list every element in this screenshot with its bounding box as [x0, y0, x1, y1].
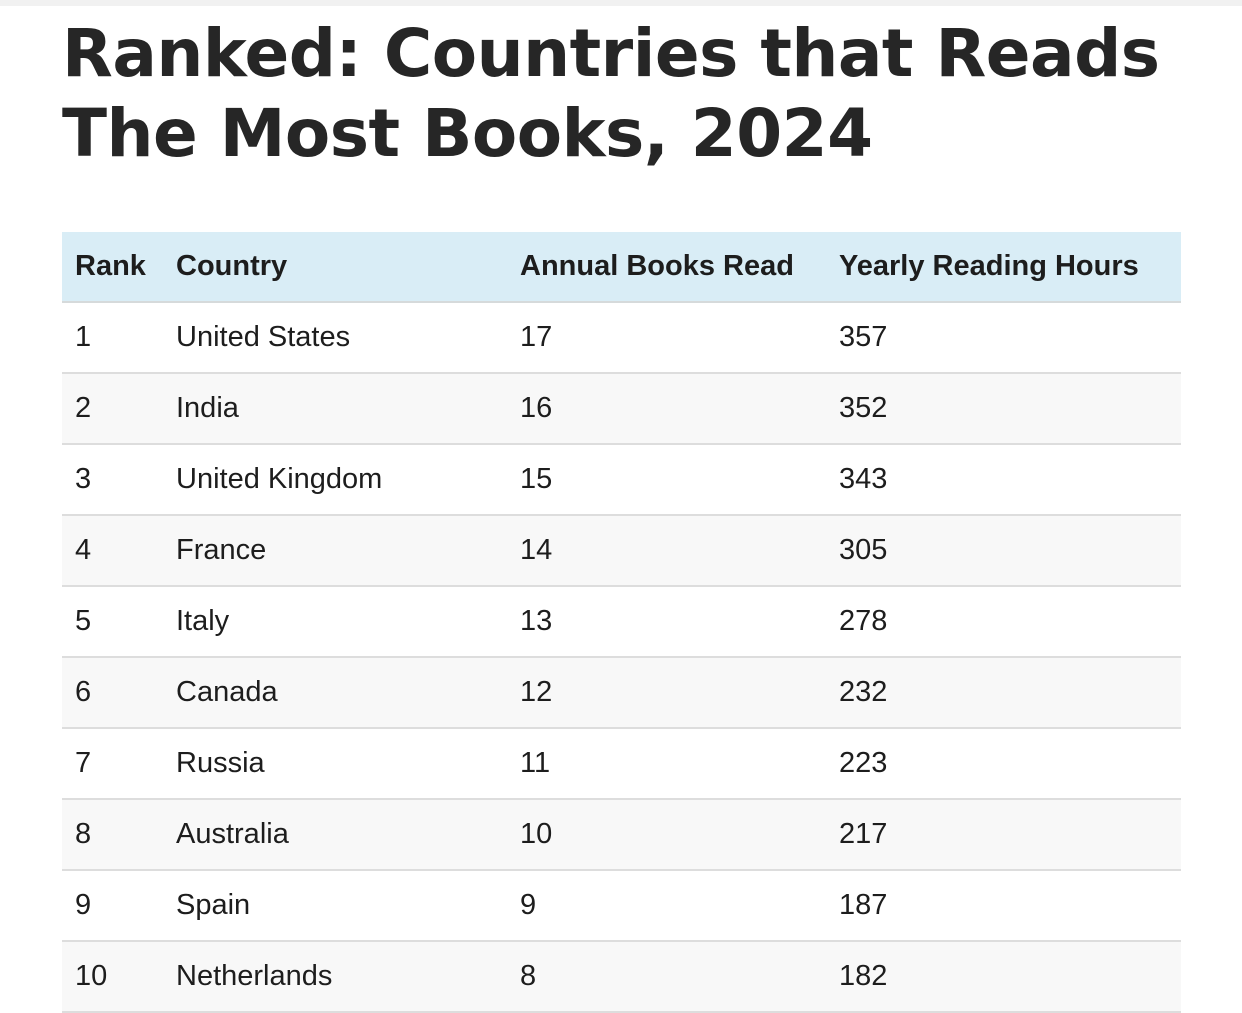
header-row: Rank Country Annual Books Read Yearly Re…: [62, 232, 1181, 303]
table-header: Rank Country Annual Books Read Yearly Re…: [62, 232, 1181, 303]
header-country: Country: [163, 232, 507, 303]
books-cell: 11: [507, 728, 826, 800]
ranking-table: Rank Country Annual Books Read Yearly Re…: [62, 232, 1181, 1013]
country-cell: France: [163, 515, 507, 587]
country-cell: Canada: [163, 657, 507, 729]
country-cell: Netherlands: [163, 941, 507, 1013]
books-cell: 14: [507, 515, 826, 587]
rank-cell: 1: [62, 302, 163, 374]
country-cell: Australia: [163, 799, 507, 871]
rank-cell: 6: [62, 657, 163, 729]
rank-cell: 10: [62, 941, 163, 1013]
header-yearly-reading-hours: Yearly Reading Hours: [826, 232, 1181, 303]
hours-cell: 305: [826, 515, 1181, 587]
table-body: 1 United States 17 357 2 India 16 352 3 …: [62, 302, 1181, 1013]
rank-cell: 5: [62, 586, 163, 658]
hours-cell: 217: [826, 799, 1181, 871]
books-cell: 17: [507, 302, 826, 374]
hours-cell: 357: [826, 302, 1181, 374]
hours-cell: 182: [826, 941, 1181, 1013]
books-cell: 9: [507, 870, 826, 942]
rank-cell: 3: [62, 444, 163, 516]
country-cell: Russia: [163, 728, 507, 800]
table-row: 6 Canada 12 232: [62, 657, 1181, 729]
rank-cell: 2: [62, 373, 163, 445]
table-row: 7 Russia 11 223: [62, 728, 1181, 800]
table-row: 3 United Kingdom 15 343: [62, 444, 1181, 516]
rank-cell: 4: [62, 515, 163, 587]
hours-cell: 343: [826, 444, 1181, 516]
hours-cell: 278: [826, 586, 1181, 658]
rank-cell: 7: [62, 728, 163, 800]
hours-cell: 223: [826, 728, 1181, 800]
books-cell: 13: [507, 586, 826, 658]
country-cell: United Kingdom: [163, 444, 507, 516]
table-row: 4 France 14 305: [62, 515, 1181, 587]
table-row: 5 Italy 13 278: [62, 586, 1181, 658]
hours-cell: 232: [826, 657, 1181, 729]
country-cell: Italy: [163, 586, 507, 658]
page-title: Ranked: Countries that Reads The Most Bo…: [62, 15, 1160, 172]
country-cell: United States: [163, 302, 507, 374]
books-cell: 15: [507, 444, 826, 516]
books-cell: 10: [507, 799, 826, 871]
books-cell: 16: [507, 373, 826, 445]
country-cell: Spain: [163, 870, 507, 942]
table-row: 10 Netherlands 8 182: [62, 941, 1181, 1013]
header-rank: Rank: [62, 232, 163, 303]
table-row: 8 Australia 10 217: [62, 799, 1181, 871]
books-cell: 12: [507, 657, 826, 729]
books-cell: 8: [507, 941, 826, 1013]
header-annual-books-read: Annual Books Read: [507, 232, 826, 303]
table-row: 9 Spain 9 187: [62, 870, 1181, 942]
hours-cell: 352: [826, 373, 1181, 445]
top-divider: [0, 0, 1242, 6]
hours-cell: 187: [826, 870, 1181, 942]
rank-cell: 9: [62, 870, 163, 942]
rank-cell: 8: [62, 799, 163, 871]
table-row: 1 United States 17 357: [62, 302, 1181, 374]
country-cell: India: [163, 373, 507, 445]
table-row: 2 India 16 352: [62, 373, 1181, 445]
